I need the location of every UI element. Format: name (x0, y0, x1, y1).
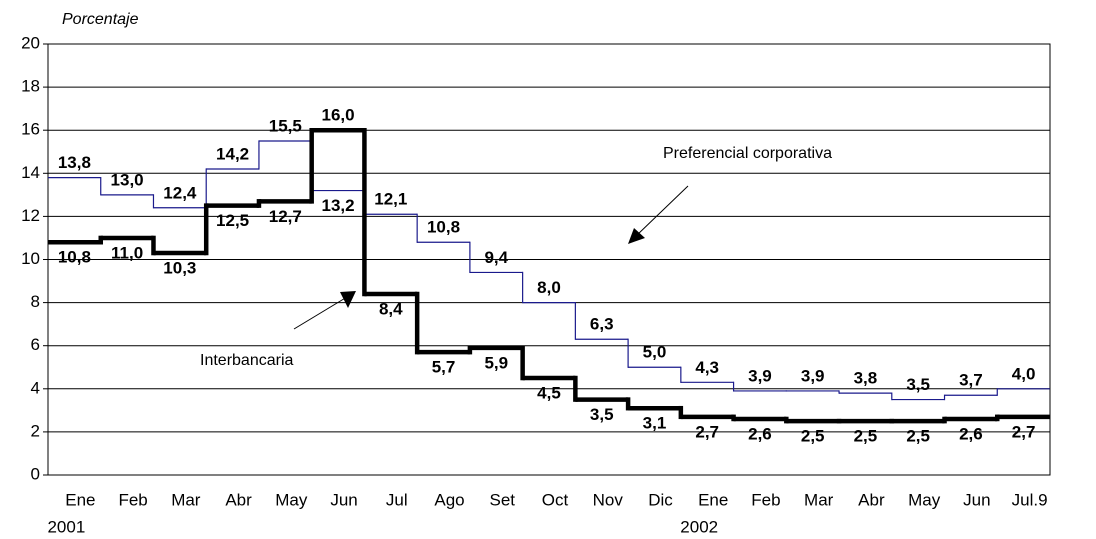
value-label: 2,5 (801, 427, 825, 446)
value-label: 3,9 (748, 366, 772, 385)
value-label: 16,0 (322, 106, 355, 125)
x-tick-label: Jun (963, 490, 990, 509)
y-tick-label: 18 (21, 77, 40, 96)
y-tick-label: 14 (21, 163, 40, 182)
value-label: 10,3 (163, 259, 196, 278)
value-label: 4,3 (695, 358, 719, 377)
series-annotation: Preferencial corporativa (663, 145, 832, 162)
y-tick-label: 8 (31, 292, 40, 311)
value-label: 4,5 (537, 384, 561, 403)
arrow (635, 185, 689, 237)
value-label: 8,0 (537, 278, 561, 297)
y-tick-label: 2 (31, 421, 40, 440)
value-label: 10,8 (58, 248, 91, 267)
value-label: 13,8 (58, 153, 91, 172)
arrow (293, 296, 348, 330)
value-label: 15,5 (269, 116, 302, 135)
value-label: 5,0 (643, 343, 667, 362)
value-label: 3,1 (643, 414, 667, 433)
series-annotation: Interbancaria (200, 352, 293, 369)
value-label: 3,8 (854, 369, 878, 388)
y-tick-label: 16 (21, 120, 40, 139)
value-label: 10,8 (427, 218, 460, 237)
x-tick-label: Feb (751, 490, 780, 509)
value-label: 13,0 (111, 170, 144, 189)
x-tick-label: Mar (804, 490, 834, 509)
value-label: 12,4 (163, 183, 197, 202)
x-tick-label: Set (489, 490, 515, 509)
value-label: 3,9 (801, 366, 825, 385)
x-tick-label: Mar (171, 490, 201, 509)
value-label: 5,9 (484, 353, 508, 372)
y-tick-label: 20 (21, 33, 40, 52)
value-label: 14,2 (216, 144, 249, 163)
value-label: 9,4 (484, 248, 508, 267)
value-label: 2,5 (906, 427, 930, 446)
value-label: 12,7 (269, 207, 302, 226)
x-tick-label: Oct (542, 490, 569, 509)
x-tick-label: May (275, 490, 308, 509)
x-tick-label: May (908, 490, 941, 509)
x-tick-label: Ene (65, 490, 95, 509)
arrow-head (628, 228, 645, 244)
value-label: 12,1 (374, 190, 407, 209)
x-tick-label: Nov (593, 490, 624, 509)
value-label: 8,4 (379, 299, 403, 318)
x-tick-label: Feb (118, 490, 147, 509)
x-tick-label: Jul.9 (1012, 490, 1048, 509)
arrow-head (340, 291, 356, 308)
value-label: 6,3 (590, 315, 614, 334)
y-tick-label: 4 (31, 378, 40, 397)
value-label: 2,6 (748, 424, 772, 443)
value-label: 3,7 (959, 371, 983, 390)
x-tick-label: Jul (386, 490, 408, 509)
value-label: 5,7 (432, 358, 456, 377)
plot-frame (47, 43, 1051, 476)
value-label: 2,6 (959, 424, 983, 443)
y-tick-label: 0 (31, 464, 40, 483)
value-label: 3,5 (590, 405, 614, 424)
x-tick-label: Jun (330, 490, 357, 509)
y-tick-label: 10 (21, 249, 40, 268)
x-tick-label: Ago (434, 490, 464, 509)
x-tick-label: Ene (698, 490, 728, 509)
value-label: 2,7 (695, 422, 719, 441)
x-tick-label: Abr (858, 490, 885, 509)
value-label: 11,0 (111, 243, 143, 262)
value-label: 4,0 (1012, 364, 1036, 383)
value-label: 13,2 (322, 196, 355, 215)
y-axis-label: Porcentaje (62, 11, 139, 28)
year-label: 2002 (680, 517, 718, 536)
value-label: 2,5 (854, 427, 878, 446)
year-label: 2001 (47, 517, 85, 536)
value-label: 3,5 (906, 375, 930, 394)
value-label: 12,5 (216, 211, 249, 230)
x-tick-label: Abr (225, 490, 252, 509)
value-label: 2,7 (1012, 422, 1036, 441)
y-tick-label: 12 (21, 206, 40, 225)
x-tick-label: Dic (648, 490, 673, 509)
y-tick-label: 6 (31, 335, 40, 354)
